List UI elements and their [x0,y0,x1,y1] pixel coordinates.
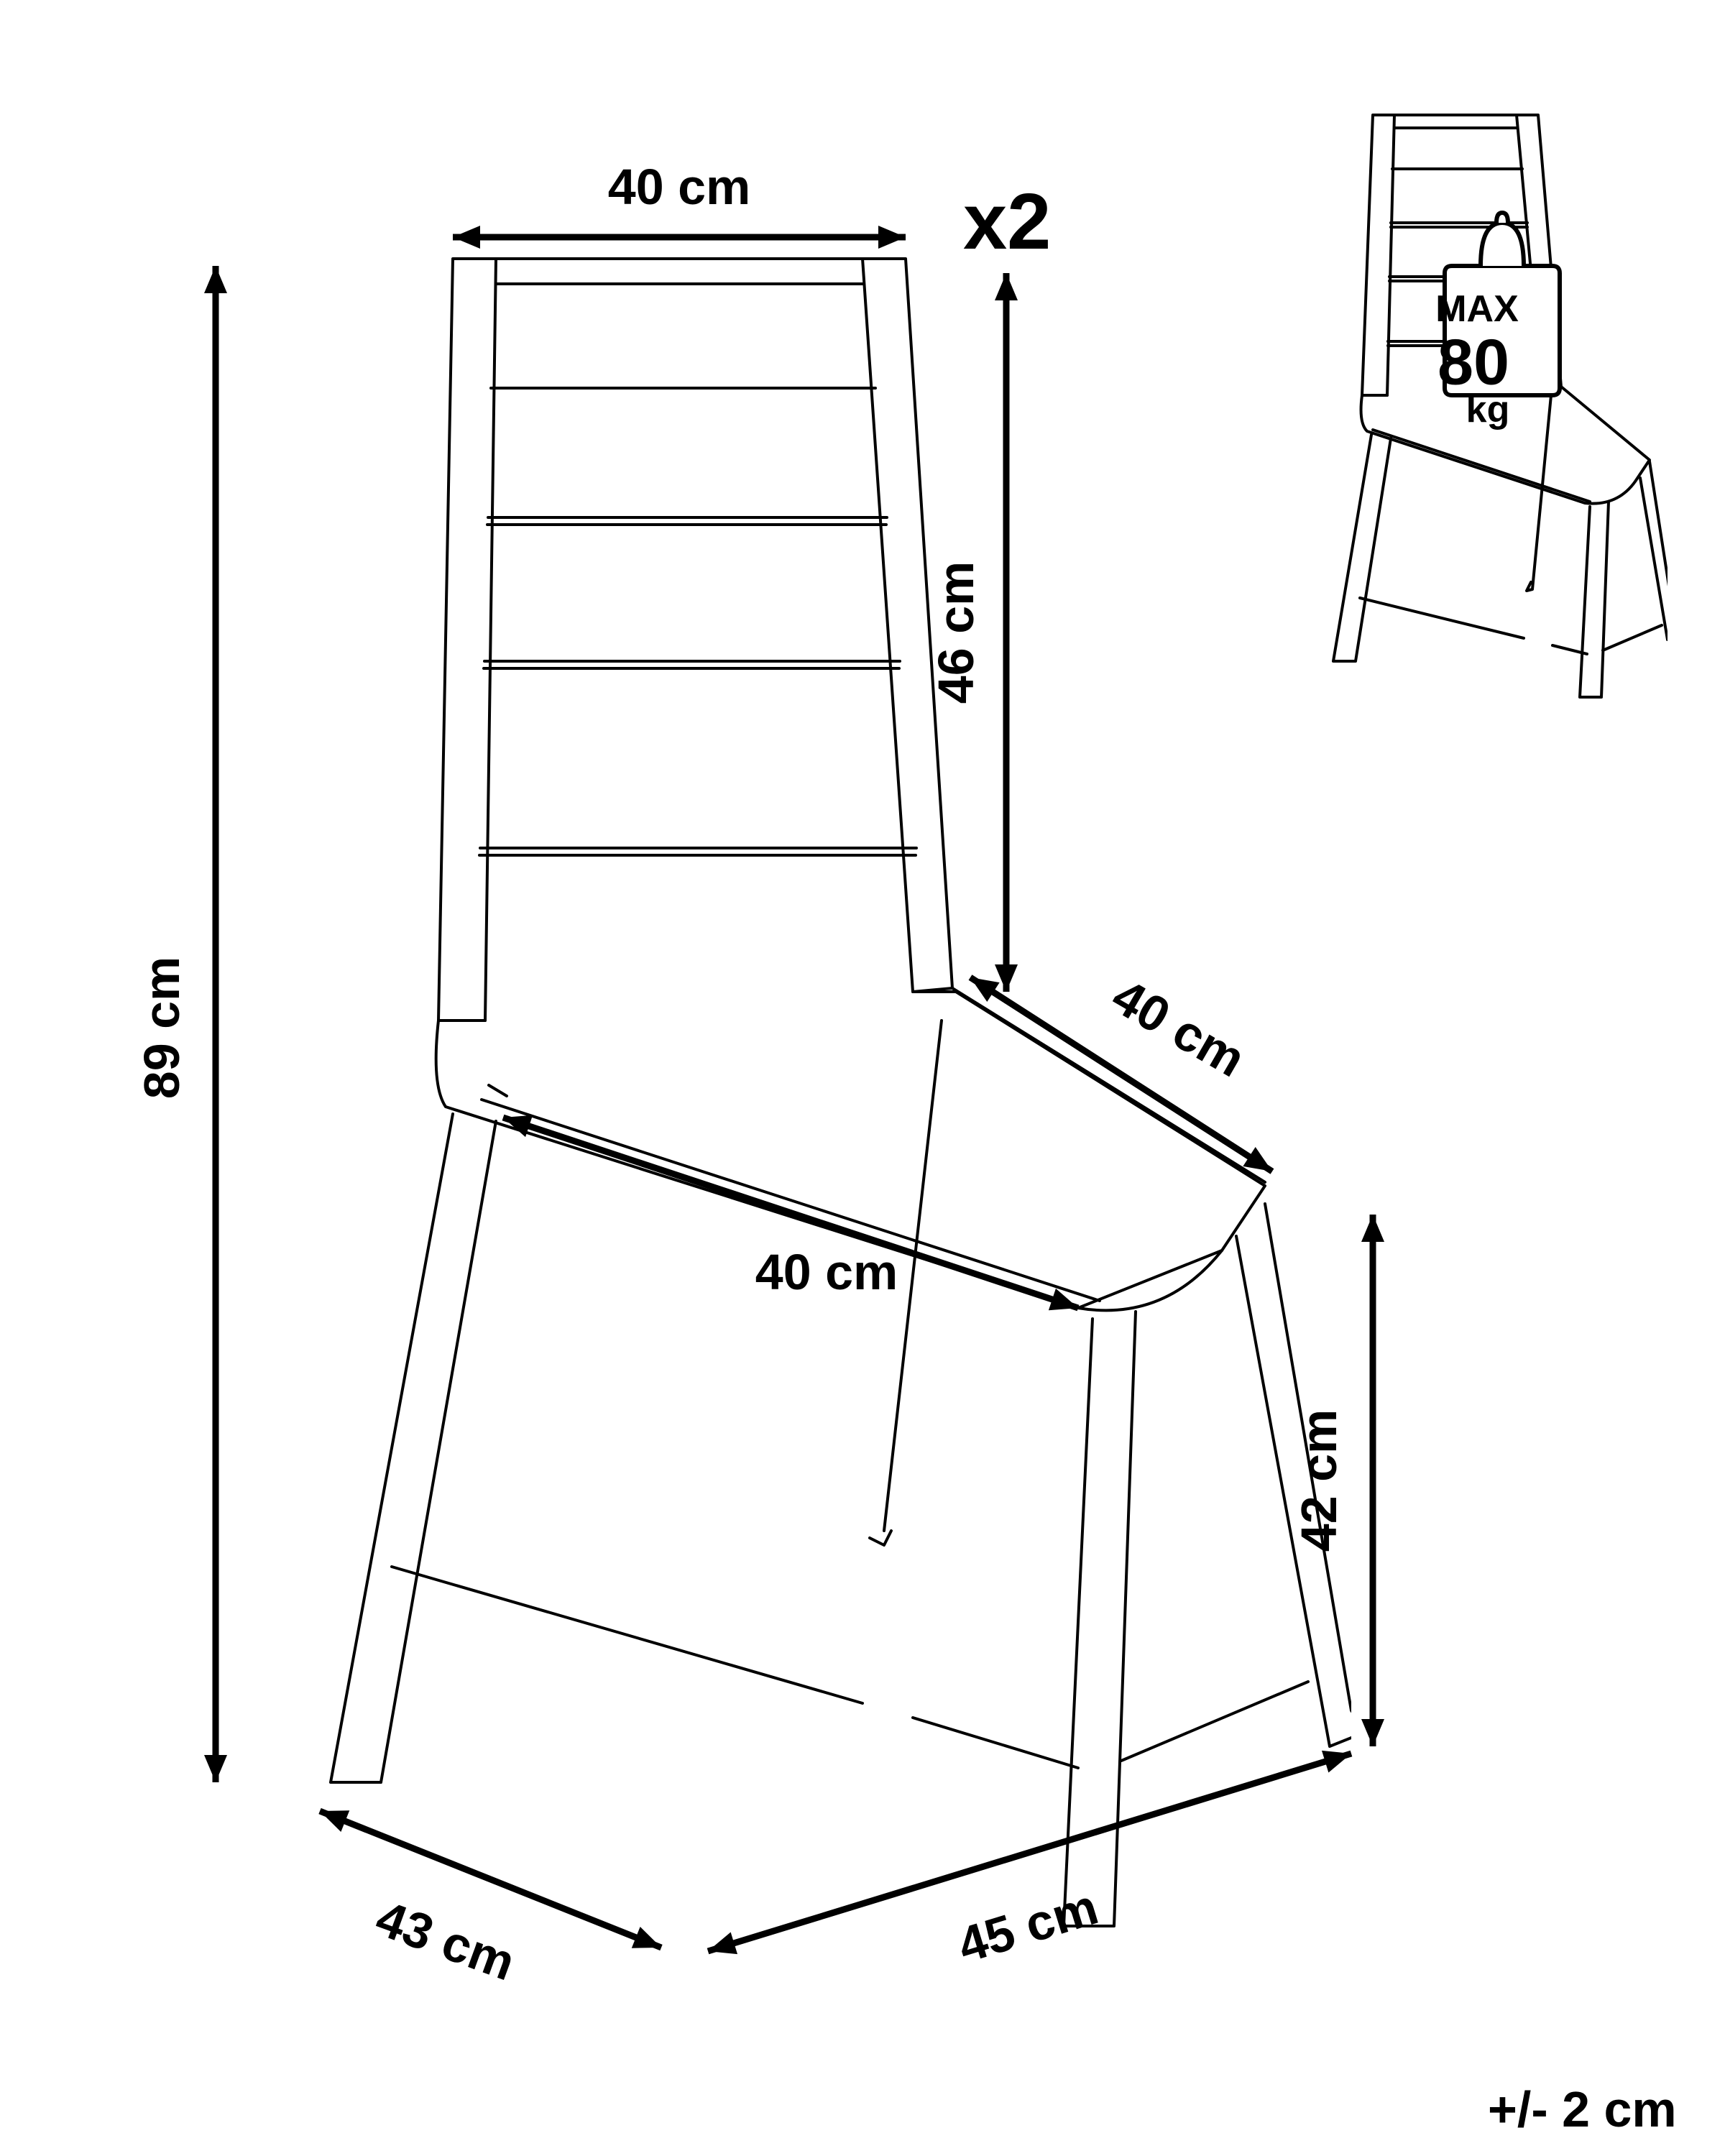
dim-back-height: 46 cm [927,561,985,704]
max-load-unit: kg [1466,388,1510,431]
dim-top-width: 40 cm [608,158,750,216]
max-load-label: MAX [1435,287,1519,331]
dim-total-height: 89 cm [133,957,190,1099]
dim-seat-width: 40 cm [755,1243,898,1301]
tolerance-label: +/- 2 cm [1488,2081,1677,2138]
quantity-label: x2 [963,176,1051,267]
diagram-canvas: 40 cm 46 cm 89 cm 40 cm 40 cm 42 cm 43 c… [0,0,1725,2156]
dim-seat-floor: 42 cm [1290,1409,1348,1552]
